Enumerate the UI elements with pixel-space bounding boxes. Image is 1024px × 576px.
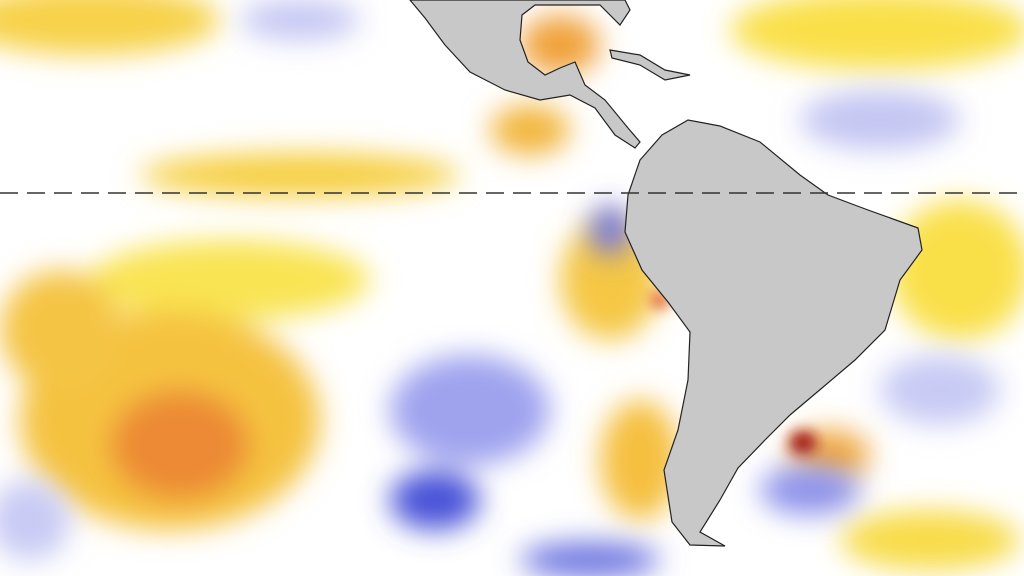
south-america: [624, 119, 923, 547]
warm-area: [140, 153, 460, 197]
cool-area: [590, 205, 630, 255]
cool-area: [520, 542, 660, 576]
cool-area: [800, 90, 960, 150]
cool-anomalies: [0, 0, 1000, 576]
cool-area: [390, 355, 550, 465]
warm-area: [520, 15, 600, 75]
island: [609, 49, 691, 81]
cool-area: [240, 0, 360, 40]
warm-area: [490, 105, 570, 155]
cool-area: [390, 470, 480, 530]
warm-area: [730, 0, 1024, 70]
warm-area: [110, 390, 250, 500]
warm-area: [0, 270, 120, 390]
warm-area: [600, 400, 680, 520]
warm-area: [890, 200, 1024, 340]
warm-area: [0, 0, 220, 55]
hot-spot: [789, 431, 817, 455]
land: [409, 0, 923, 547]
cool-area: [880, 355, 1000, 425]
central-america: [409, 0, 641, 149]
warm-area: [90, 240, 370, 320]
cool-area: [0, 480, 70, 560]
cool-area: [760, 465, 860, 515]
warm-area: [840, 510, 1020, 570]
